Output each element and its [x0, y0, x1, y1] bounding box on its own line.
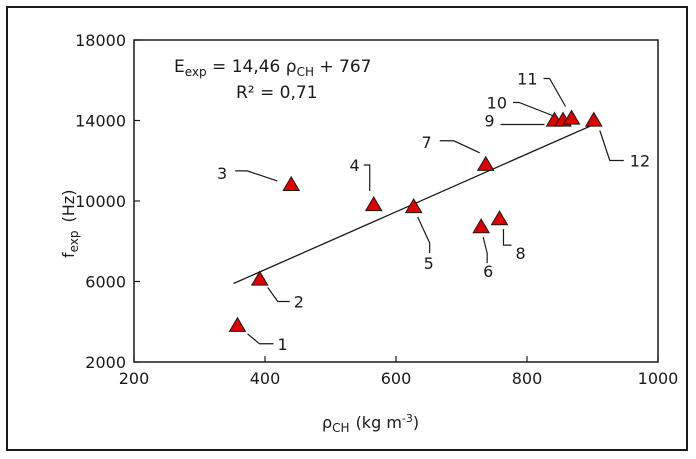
data-point-11	[562, 109, 581, 125]
point-leader-line	[247, 333, 274, 345]
y-tick-label: 6000	[85, 273, 126, 292]
point-leader-line	[235, 170, 278, 182]
point-leader-line	[599, 130, 624, 162]
x-tick-label: 600	[381, 369, 412, 388]
point-label-7: 7	[422, 133, 432, 152]
plot-area	[133, 39, 659, 363]
data-point-6	[472, 218, 491, 234]
y-tick-label: 18000	[75, 31, 126, 50]
point-leader-line	[543, 77, 567, 107]
data-point-2	[250, 270, 269, 286]
y-tick-label: 14000	[75, 112, 126, 131]
point-label-4: 4	[350, 156, 360, 175]
x-tick-label: 1000	[638, 369, 679, 388]
y-axis-label: fexp(Hz)	[59, 190, 81, 258]
point-label-2: 2	[294, 292, 304, 311]
point-leader-line	[482, 237, 488, 264]
point-label-3: 3	[217, 164, 227, 183]
point-leader-line	[502, 229, 512, 246]
x-tick-label: 800	[512, 369, 543, 388]
data-point-5	[404, 198, 423, 214]
x-axis-label: ρCH (kg m-3)	[322, 412, 419, 435]
point-label-11: 11	[517, 69, 537, 88]
data-point-7	[476, 155, 495, 171]
data-point-3	[282, 175, 301, 191]
point-leader-line	[439, 140, 480, 154]
point-label-5: 5	[424, 254, 434, 273]
point-label-1: 1	[277, 335, 287, 354]
data-point-4	[364, 196, 383, 212]
point-label-8: 8	[515, 244, 525, 263]
data-point-12	[584, 111, 603, 127]
point-label-12: 12	[630, 152, 650, 171]
point-label-6: 6	[483, 262, 493, 281]
point-label-10: 10	[487, 94, 507, 113]
x-tick-label: 400	[250, 369, 281, 388]
data-point-1	[228, 316, 247, 332]
r-squared-annotation: R² = 0,71	[236, 83, 318, 103]
y-tick-label: 10000	[75, 192, 126, 211]
data-point-8	[490, 210, 509, 226]
point-leader-line	[513, 101, 556, 118]
point-label-9: 9	[484, 112, 494, 131]
equation-annotation: Eexp = 14,46 ρCH + 767	[174, 57, 371, 79]
y-tick-label: 2000	[85, 353, 126, 372]
point-leader-line	[363, 164, 371, 192]
figure-frame	[6, 6, 688, 451]
point-leader-line	[267, 287, 290, 303]
point-leader-line	[417, 216, 431, 254]
x-tick-label: 200	[119, 369, 150, 388]
